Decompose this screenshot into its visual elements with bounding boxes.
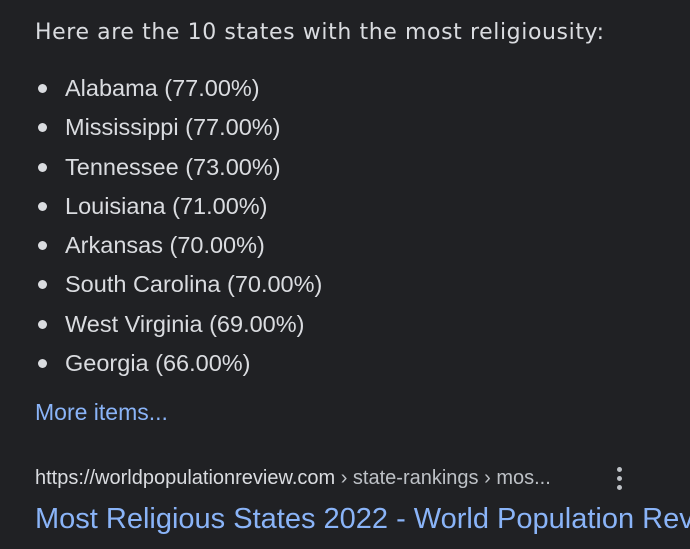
list-item-text: Arkansas (70.00%) [65,232,265,259]
list-item: Mississippi (77.00%) [0,109,322,148]
list-item: Alabama (77.00%) [0,70,322,109]
list-item: Louisiana (71.00%) [0,188,322,227]
list-item: South Carolina (70.00%) [0,266,322,305]
bullet-icon [38,162,47,172]
bullet-icon [38,241,47,251]
list-item: Arkansas (70.00%) [0,227,322,266]
bullet-icon [38,280,47,290]
result-url-domain: https://worldpopulationreview.com [35,467,336,489]
list-item: Tennessee (73.00%) [0,149,322,188]
bullet-icon [38,319,47,329]
list-item-text: South Carolina (70.00%) [65,271,323,298]
result-url-path: › state-rankings › mos... [335,467,551,489]
more-items-link[interactable]: More items... [35,399,168,425]
result-title-link[interactable]: Most Religious States 2022 - World Popul… [35,503,690,535]
result-cite-row: https://worldpopulationreview.com › stat… [35,465,675,495]
bullet-icon [38,359,47,369]
list-item-text: Tennessee (73.00%) [65,153,281,180]
list-item-text: Mississippi (77.00%) [65,114,281,141]
featured-snippet-list: Alabama (77.00%) Mississippi (77.00%) Te… [0,70,322,384]
bullet-icon [38,84,47,93]
list-item-text: Alabama (77.00%) [65,75,260,101]
list-item-text: Georgia (66.00%) [65,350,251,377]
list-item-text: West Virginia (69.00%) [65,310,305,337]
featured-snippet-heading: Here are the 10 states with the most rel… [35,20,605,45]
list-item: West Virginia (69.00%) [0,306,322,345]
bullet-icon [38,201,47,211]
bullet-icon [38,123,47,133]
more-vert-icon[interactable] [614,467,626,491]
list-item: Georgia (66.00%) [0,345,322,384]
result-url-breadcrumb[interactable]: https://worldpopulationreview.com › stat… [35,467,551,490]
list-item-text: Louisiana (71.00%) [65,192,268,219]
